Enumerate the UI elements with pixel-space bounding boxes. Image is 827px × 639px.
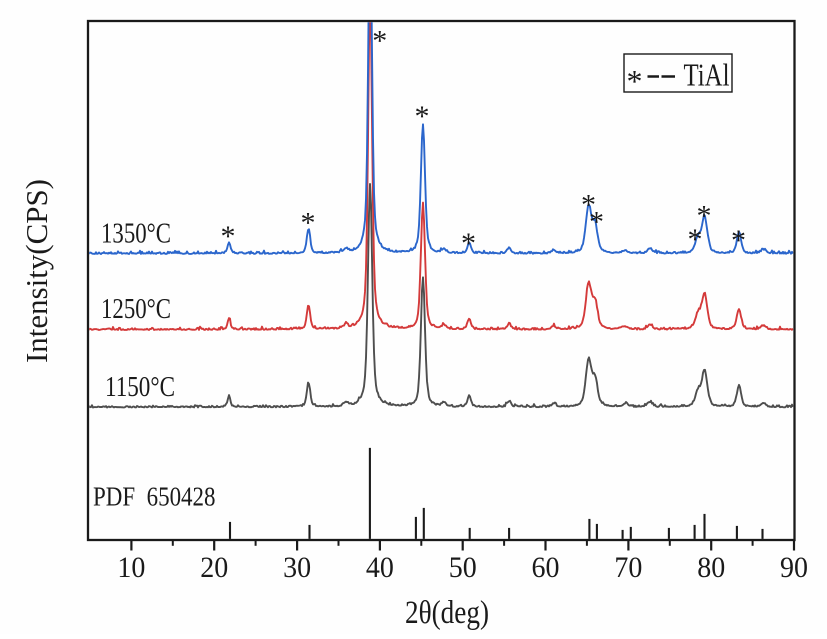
svg-text:50: 50 [449, 551, 477, 584]
svg-text:*: * [581, 188, 596, 221]
svg-text:TiAl: TiAl [684, 57, 730, 93]
svg-text:*: * [221, 220, 236, 253]
svg-text:1250°C: 1250°C [101, 294, 171, 325]
svg-text:2θ(deg): 2θ(deg) [405, 595, 489, 631]
svg-text:90: 90 [780, 551, 808, 584]
svg-text:10: 10 [117, 551, 145, 584]
svg-text:*: * [589, 205, 604, 238]
svg-text:20: 20 [200, 551, 228, 584]
svg-text:PDF 650428: PDF 650428 [93, 482, 216, 512]
svg-text:30: 30 [283, 551, 311, 584]
svg-text:80: 80 [697, 551, 725, 584]
svg-text:*: * [697, 199, 712, 232]
svg-text:70: 70 [614, 551, 642, 584]
svg-text:*: * [731, 224, 746, 257]
svg-text:*: * [415, 100, 430, 133]
svg-text:1150°C: 1150°C [105, 372, 175, 403]
svg-text:*: * [627, 63, 643, 99]
svg-text:*: * [372, 25, 387, 58]
svg-text:1350°C: 1350°C [101, 219, 171, 250]
svg-text:Intensity(CPS): Intensity(CPS) [19, 179, 54, 363]
svg-text:40: 40 [366, 551, 394, 584]
svg-text:*: * [461, 227, 476, 260]
svg-text:60: 60 [532, 551, 560, 584]
svg-text:*: * [301, 206, 316, 239]
svg-text:*: * [688, 223, 703, 256]
